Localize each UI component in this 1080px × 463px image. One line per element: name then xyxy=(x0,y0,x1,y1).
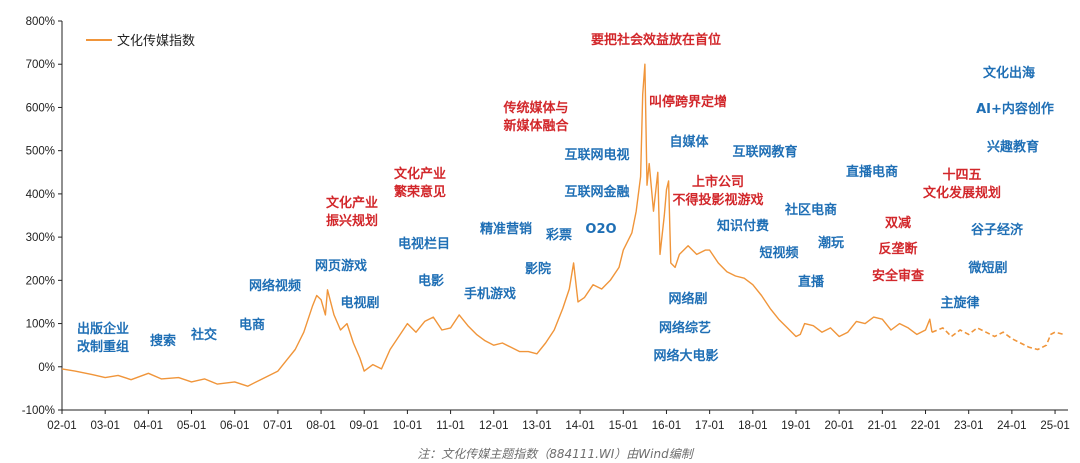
annotation-label: 要把社会效益放在首位 xyxy=(591,32,721,48)
annotation-label: 手机游戏 xyxy=(464,286,516,302)
series-layer xyxy=(61,63,1064,387)
annotation-label: 安全审查 xyxy=(872,268,925,284)
legend: 文化传媒指数 xyxy=(86,34,195,49)
y-tick-label: 300% xyxy=(26,232,55,244)
series-line-dashed xyxy=(931,326,1064,351)
annotation-label: 直播 xyxy=(798,274,825,290)
annotation-label: AI+内容创作 xyxy=(976,101,1054,117)
annotation-label: 叫停跨界定增 xyxy=(649,94,727,110)
x-tick-label: 09-01 xyxy=(350,420,379,432)
y-tick-label: 400% xyxy=(26,189,55,201)
annotation-label: 改制重组 xyxy=(77,339,129,355)
x-tick-label: 05-01 xyxy=(177,420,206,432)
x-tick-label: 25-01 xyxy=(1040,420,1069,432)
annotation-label: 传统媒体与 xyxy=(502,100,568,116)
y-tick-label: 100% xyxy=(26,319,55,331)
y-tick-label: 200% xyxy=(26,275,55,287)
annotation-label: 精准营销 xyxy=(480,221,532,237)
annotation-label: 电视剧 xyxy=(340,295,379,311)
annotation-label: 双减 xyxy=(885,215,911,231)
annotation-label: 文化出海 xyxy=(983,65,1035,81)
x-tick-label: 12-01 xyxy=(479,420,508,432)
annotation-label: 互联网电视 xyxy=(564,147,629,163)
annotation-label: 振兴规划 xyxy=(326,213,378,229)
x-tick-label: 18-01 xyxy=(738,420,767,432)
x-tick-label: 14-01 xyxy=(565,420,594,432)
annotation-label: 文化产业 xyxy=(394,166,446,182)
x-tick-label: 24-01 xyxy=(997,420,1026,432)
x-tick-label: 08-01 xyxy=(306,420,335,432)
annotation-label: 影院 xyxy=(525,261,551,277)
annotation-label: 社区电商 xyxy=(784,202,837,218)
x-tick-label: 22-01 xyxy=(911,420,940,432)
annotation-label: 网络大电影 xyxy=(653,348,718,364)
y-tick-label: 0% xyxy=(38,362,55,374)
annotation-label: 微短剧 xyxy=(967,260,1007,276)
annotation-label: 十四五 xyxy=(942,167,981,183)
x-tick-label: 04-01 xyxy=(134,420,163,432)
x-axis-ticks: 02-01 03-01 04-01 05-01 06-01 07-01 08-01 09-01… xyxy=(47,410,1070,432)
annotation-label: 自媒体 xyxy=(669,134,709,150)
annotation-label: 社交 xyxy=(190,327,217,343)
annotation-label: O2O xyxy=(585,222,616,237)
x-tick-label: 07-01 xyxy=(263,420,292,432)
x-tick-label: 16-01 xyxy=(652,420,681,432)
x-tick-label: 02-01 xyxy=(47,420,76,432)
source-note: 注：文化传媒主题指数（884111.WI）由Wind编制 xyxy=(417,447,694,461)
annotation-label: 上市公司 xyxy=(692,174,744,190)
x-tick-label: 10-01 xyxy=(393,420,422,432)
annotation-label: 互联网金融 xyxy=(564,184,629,200)
y-tick-label: 600% xyxy=(26,102,55,114)
annotation-label: 出版企业 xyxy=(77,321,129,337)
y-axis-ticks: -100% 0% 100% 200% 300% 400% 500% 600% 700% 800% xyxy=(22,16,62,417)
x-tick-label: 06-01 xyxy=(220,420,249,432)
annotation-label: 网页游戏 xyxy=(315,258,367,274)
annotation-label: 网络综艺 xyxy=(659,320,711,336)
legend-label: 文化传媒指数 xyxy=(117,34,195,49)
annotation-label: 电商 xyxy=(239,317,265,333)
y-tick-label: 700% xyxy=(26,59,55,71)
x-tick-label: 21-01 xyxy=(868,420,897,432)
annotation-label: 潮玩 xyxy=(818,235,844,251)
annotation-label: 文化产业 xyxy=(326,195,378,211)
annotation-label: 彩票 xyxy=(545,227,572,243)
x-tick-label: 23-01 xyxy=(954,420,983,432)
annotation-label: 文化发展规划 xyxy=(923,185,1001,201)
axes xyxy=(61,21,1068,411)
annotation-label: 短视频 xyxy=(759,245,798,261)
annotation-label: 谷子经济 xyxy=(971,222,1024,238)
y-tick-label: 500% xyxy=(26,146,55,158)
x-tick-label: 19-01 xyxy=(781,420,810,432)
annotation-label: 互联网教育 xyxy=(732,144,797,160)
annotation-label: 电视栏目 xyxy=(398,236,450,252)
x-tick-label: 11-01 xyxy=(436,420,465,432)
x-tick-label: 17-01 xyxy=(695,420,724,432)
annotation-label: 繁荣意见 xyxy=(394,184,446,200)
annotation-label: 知识付费 xyxy=(717,218,769,234)
annotation-label: 新媒体融合 xyxy=(503,118,569,134)
x-tick-label: 03-01 xyxy=(90,420,119,432)
x-tick-label: 15-01 xyxy=(609,420,638,432)
y-tick-label: 800% xyxy=(26,16,55,28)
x-tick-label: 20-01 xyxy=(824,420,853,432)
annotation-label: 电影 xyxy=(418,273,444,289)
annotation-label: 网络剧 xyxy=(668,291,707,307)
annotation-label: 兴趣教育 xyxy=(987,139,1039,155)
annotation-label: 不得投影视游戏 xyxy=(672,192,763,208)
annotation-label: 直播电商 xyxy=(846,164,898,180)
annotation-label: 反垄断 xyxy=(878,241,917,257)
y-tick-label: -100% xyxy=(22,405,55,417)
annotation-label: 网络视频 xyxy=(249,278,301,294)
x-tick-label: 13-01 xyxy=(522,420,551,432)
series-line-solid xyxy=(61,63,933,387)
annotation-label: 搜索 xyxy=(150,333,176,349)
annotation-label: 主旋律 xyxy=(940,295,979,311)
